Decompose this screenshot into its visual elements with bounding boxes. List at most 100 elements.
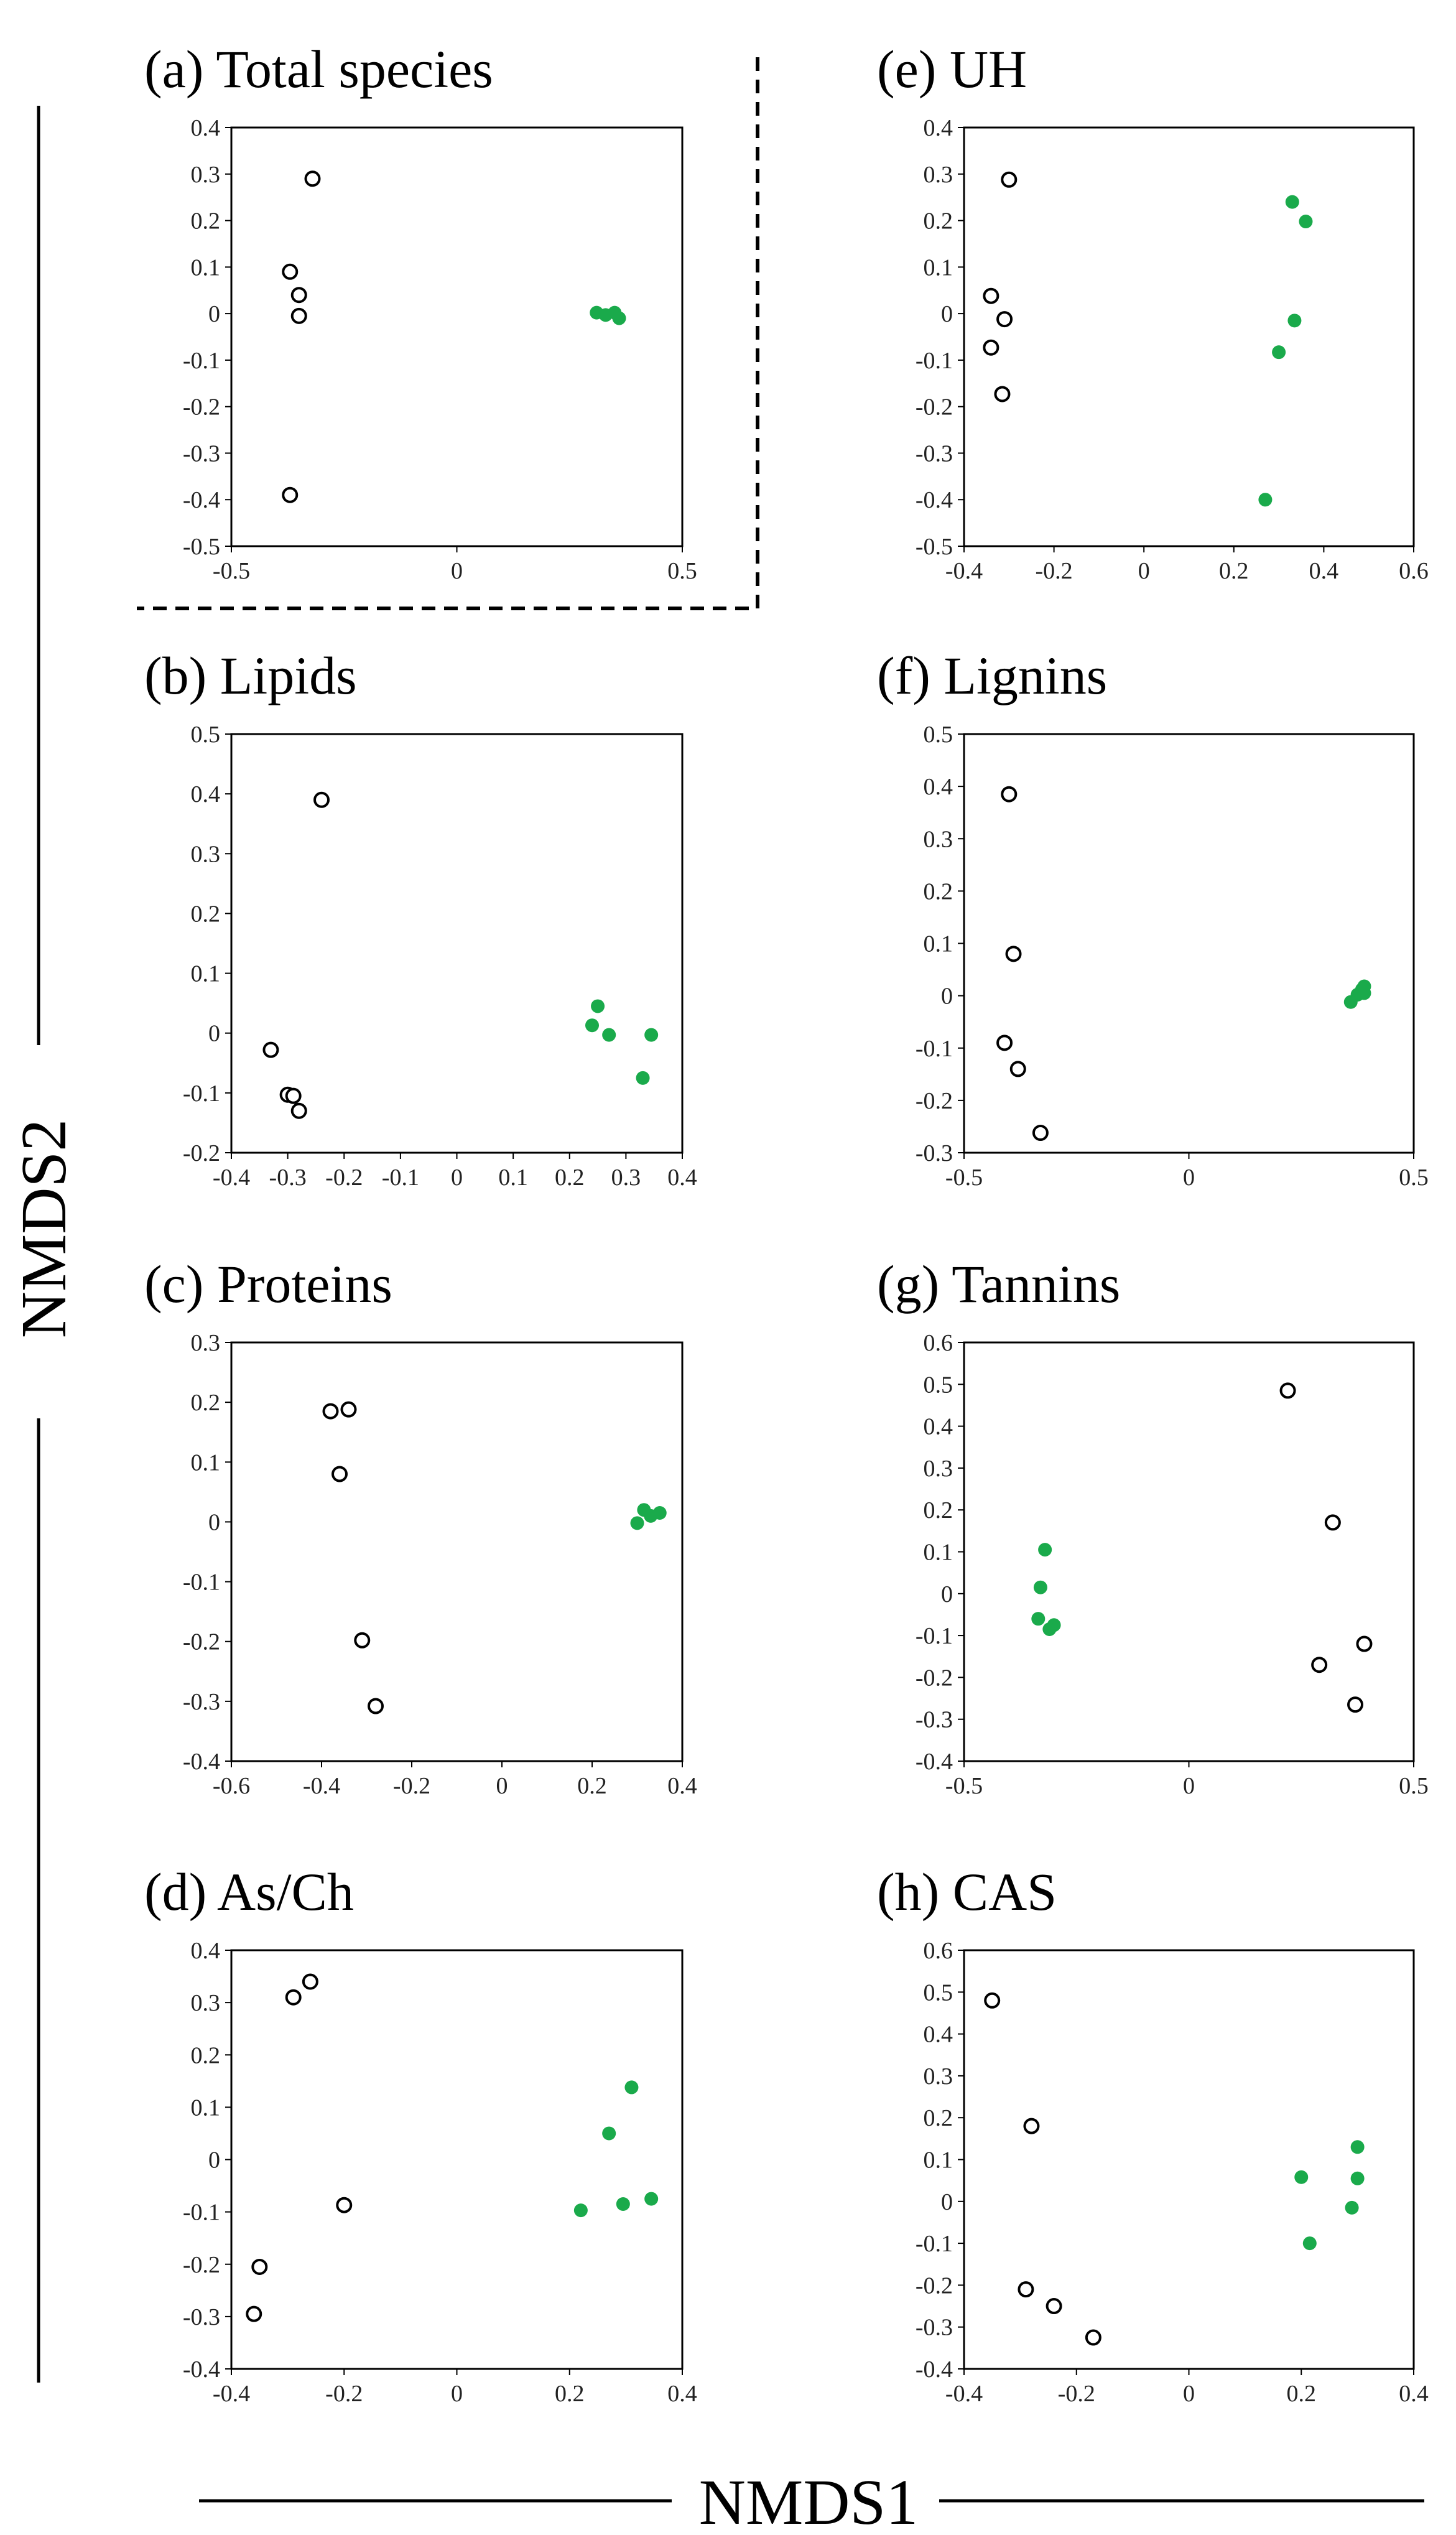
panel-d-xtick-label: 0.4	[667, 2381, 697, 2407]
panel-b-xtick-label: -0.2	[325, 1165, 363, 1191]
panel-f-point-open	[1001, 786, 1018, 802]
panel-g-ytick-label: -0.3	[916, 1707, 953, 1733]
panel-b-point-filled	[636, 1071, 650, 1085]
panel-b-point-open	[313, 791, 330, 808]
panel-f-point-open	[1009, 1061, 1026, 1077]
panel-b-plot-frame	[230, 733, 684, 1154]
panel-a-ytick-label: 0.2	[191, 208, 221, 235]
panel-e-ytick-label: -0.2	[916, 394, 953, 421]
panel-b-xtick-label: -0.4	[213, 1165, 250, 1191]
panel-b-point-filled	[585, 1018, 599, 1033]
y-axis-label: NMDS2	[8, 1119, 80, 1339]
panel-h-point-open	[984, 1992, 1001, 2009]
panel-h-point-filled	[1350, 2171, 1365, 2185]
panel-f-point-open	[1032, 1125, 1049, 1142]
panel-a-point-open	[290, 307, 307, 324]
panel-d-point-open	[302, 1973, 318, 1990]
panel-h-xtick-label: 0.2	[1287, 2381, 1317, 2407]
panel-e-point-open	[983, 339, 999, 356]
panel-c-ytick-label: 0.2	[191, 1390, 221, 1416]
panel-c-point-open	[322, 1403, 339, 1420]
panel-d-ytick-label: -0.4	[183, 2356, 220, 2383]
panel-f-point-open	[996, 1035, 1013, 1051]
panel-b-ytick-label: -0.2	[183, 1140, 220, 1166]
panel-g-ytick-label: -0.1	[916, 1623, 953, 1649]
panel-c-point-open	[332, 1466, 348, 1482]
panel-d-point-filled	[616, 2197, 630, 2212]
panel-d-xtick-label: -0.4	[213, 2381, 250, 2407]
panel-d-point-open	[336, 2197, 353, 2213]
panel-h-title: (h) CAS	[877, 1862, 1057, 1922]
panel-e-ytick-label: -0.5	[916, 534, 953, 560]
panel-g-point-open	[1324, 1514, 1341, 1531]
panel-f-point-open	[1005, 946, 1022, 962]
panel-d-ytick-label: 0.4	[191, 1938, 221, 1964]
panel-b-ytick-label: 0.2	[191, 901, 221, 927]
panel-e-point-filled	[1285, 195, 1299, 209]
panel-g-xtick-label: -0.5	[945, 1773, 983, 1799]
panel-c-point-open	[368, 1698, 384, 1714]
panel-d-ytick-label: 0.3	[191, 1990, 221, 2016]
panel-a-plot-frame	[230, 126, 684, 547]
panel-g-ytick-label: 0.6	[924, 1330, 953, 1356]
panel-g-ytick-label: 0	[941, 1581, 953, 1607]
panel-h-point-open	[1023, 2118, 1040, 2134]
panel-b-xtick-label: -0.3	[269, 1165, 307, 1191]
panel-a-xtick-label: 0	[451, 558, 463, 584]
panel-d-ytick-label: 0.2	[191, 2042, 221, 2068]
panel-f-ytick-label: 0.4	[924, 774, 953, 800]
panel-f-xtick-label: 0.5	[1399, 1165, 1429, 1191]
panel-c-xtick-label: 0.2	[577, 1773, 607, 1799]
panel-f-ytick-label: -0.2	[916, 1088, 953, 1114]
panel-e-title: (e) UH	[877, 39, 1027, 99]
panel-c-ytick-label: 0	[208, 1509, 220, 1535]
panel-a-xtick-label: -0.5	[213, 558, 250, 584]
panel-e-xtick-label: 0.6	[1399, 558, 1429, 584]
panel-a-ytick-label: 0	[208, 301, 220, 327]
panel-b: (b) Lipids -0.4 -0.3 -0.2 -0.1 0 0.1 0.2 0.3 0.4 -…	[144, 646, 697, 1191]
panel-e-xtick-label: -0.4	[945, 558, 983, 584]
panel-d-xtick-label: 0.2	[555, 2381, 585, 2407]
panel-g-point-filled	[1033, 1580, 1047, 1594]
panel-d-ytick-label: -0.2	[183, 2252, 220, 2278]
panel-c-ytick-label: -0.4	[183, 1749, 220, 1775]
panel-g-point-open	[1347, 1696, 1364, 1713]
panel-g-xtick-label: 0	[1183, 1773, 1195, 1799]
panel-e-point-filled	[1272, 345, 1286, 360]
panel-b-xtick-label: 0.1	[498, 1165, 528, 1191]
panel-f-ytick-label: 0.5	[924, 722, 953, 748]
panel-a-ytick-label: -0.5	[183, 534, 220, 560]
panel-e-xtick-label: 0.2	[1219, 558, 1249, 584]
panel-h-point-filled	[1345, 2200, 1359, 2215]
panel-a-ytick-label: -0.1	[183, 348, 220, 374]
panel-a-point-open	[282, 263, 299, 280]
panel-c-ytick-label: -0.3	[183, 1689, 220, 1715]
panel-a-point-filled	[612, 311, 626, 325]
panel-d-xtick-label: 0	[451, 2381, 463, 2407]
panel-g-ytick-label: 0.5	[924, 1372, 953, 1398]
panel-e-ytick-label: 0.2	[924, 208, 953, 235]
panel-e-ytick-label: 0	[941, 301, 953, 327]
panel-a-ytick-label: 0.3	[191, 162, 221, 188]
scatter-panels: (a) Total species-0.5 0 0.5-0.5-0.4-0.3-0.…	[137, 39, 1429, 2407]
panel-c-point-filled	[652, 1506, 667, 1520]
panel-g-ytick-label: 0.4	[924, 1414, 953, 1440]
panel-d-xtick-label: -0.2	[325, 2381, 363, 2407]
panel-h-xtick-label: -0.4	[945, 2381, 983, 2407]
panel-g-point-filled	[1042, 1622, 1057, 1637]
panel-g-plot-frame	[963, 1341, 1415, 1762]
panel-e-point-open	[996, 311, 1013, 328]
panel-c-ytick-label: -0.2	[183, 1629, 220, 1655]
panel-b-point-filled	[602, 1028, 616, 1042]
panel-h-ytick-label: -0.3	[916, 2315, 953, 2341]
panel-c-xtick-label: 0.4	[667, 1773, 697, 1799]
panel-f-ytick-label: 0.1	[924, 931, 953, 957]
panel-f-xtick-label: 0	[1183, 1165, 1195, 1191]
panel-c-point-open	[354, 1632, 371, 1649]
panel-e: (e) UH-0.4 -0.2 0 0.2 0.4 0.6-0.5-0.4-0.3-0.2…	[877, 39, 1429, 584]
panel-d-ytick-label: -0.1	[183, 2200, 220, 2226]
panel-g-ytick-label: 0.2	[924, 1497, 953, 1523]
panel-b-xtick-label: 0.4	[667, 1165, 697, 1191]
panel-d-point-filled	[602, 2126, 616, 2141]
panel-c-title: (c) Proteins	[144, 1254, 392, 1314]
